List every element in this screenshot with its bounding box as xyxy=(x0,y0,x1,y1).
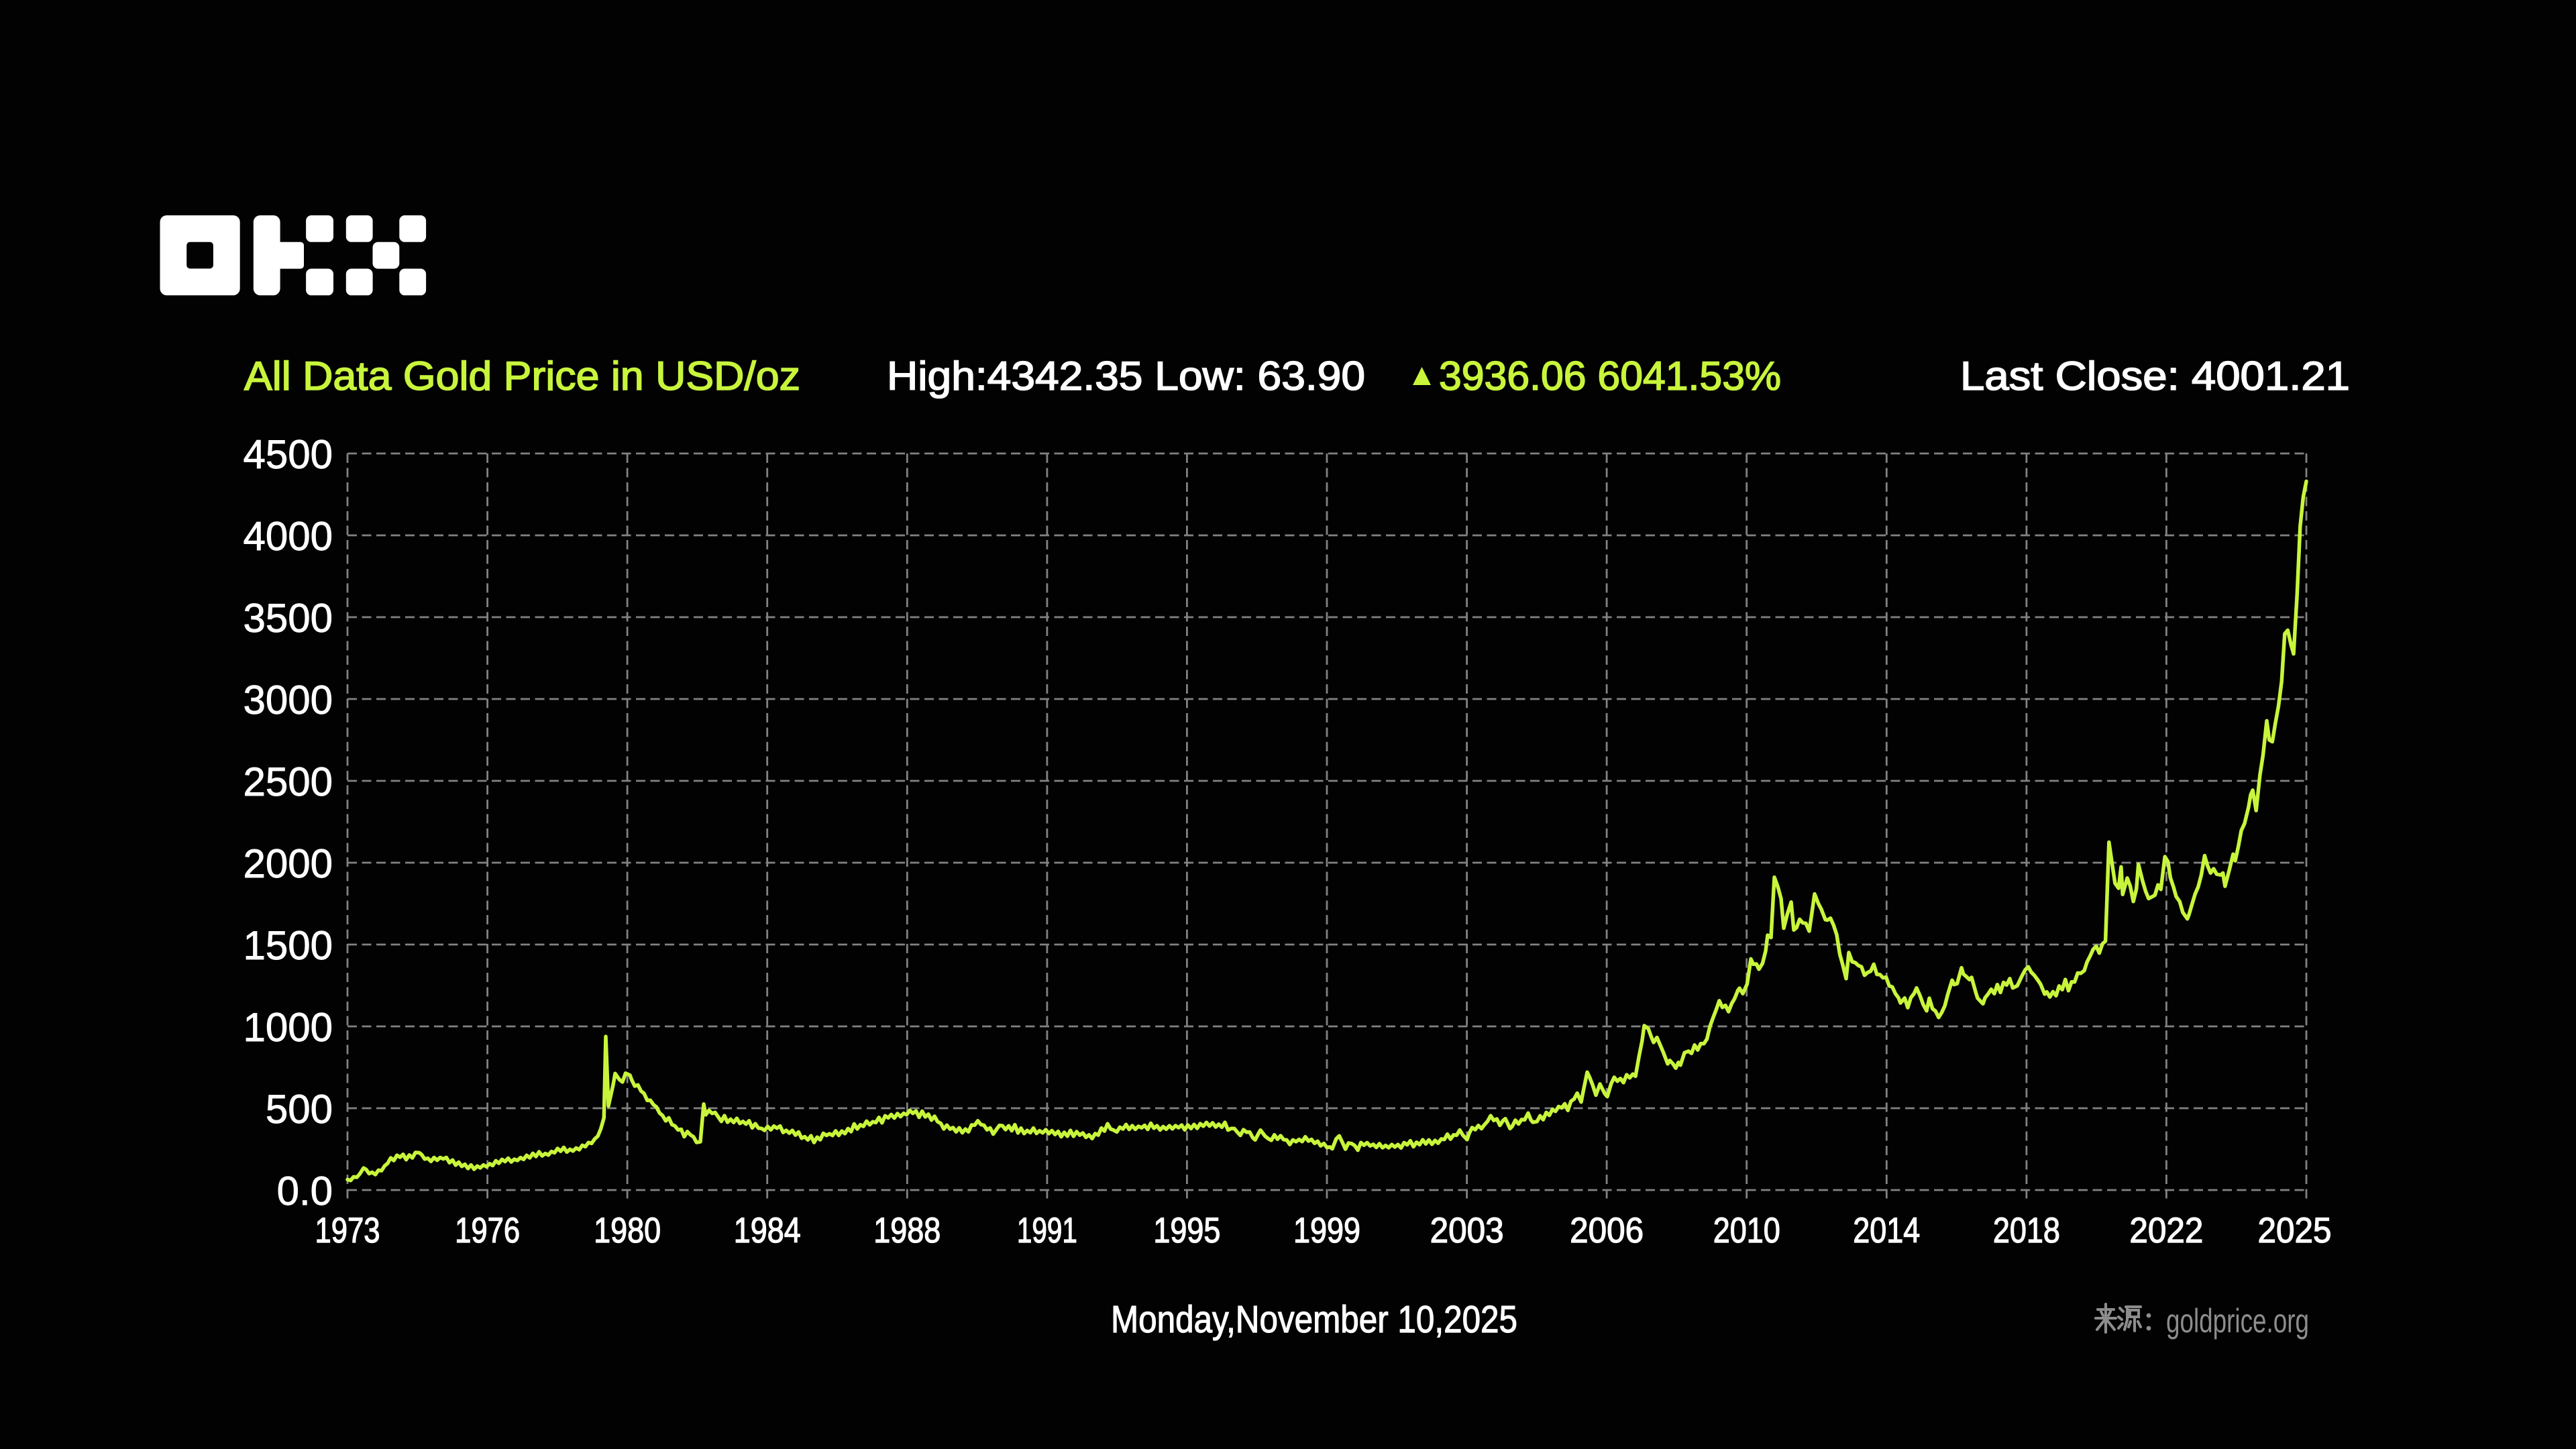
svg-text:3000: 3000 xyxy=(244,678,333,722)
svg-text:2006: 2006 xyxy=(1570,1211,1644,1250)
svg-text:2500: 2500 xyxy=(244,759,333,804)
svg-text:High:4342.35 Low: 63.90: High:4342.35 Low: 63.90 xyxy=(887,354,1365,398)
svg-text:1000: 1000 xyxy=(244,1005,333,1050)
svg-text:2003: 2003 xyxy=(1430,1211,1504,1250)
svg-text:2014: 2014 xyxy=(1853,1211,1920,1250)
svg-text:2010: 2010 xyxy=(1713,1211,1780,1250)
svg-text:2018: 2018 xyxy=(1993,1211,2060,1250)
svg-text:1984: 1984 xyxy=(734,1211,801,1250)
svg-text:1999: 1999 xyxy=(1293,1211,1360,1250)
svg-text:0.0: 0.0 xyxy=(277,1169,333,1214)
svg-text:4500: 4500 xyxy=(244,432,333,477)
svg-text:Monday,November 10,2025: Monday,November 10,2025 xyxy=(1111,1298,1517,1341)
svg-text:1988: 1988 xyxy=(873,1211,941,1250)
svg-text:1973: 1973 xyxy=(315,1211,380,1250)
svg-text:4000: 4000 xyxy=(244,514,333,559)
svg-text:1995: 1995 xyxy=(1153,1211,1220,1250)
svg-text:Last Close: 4001.21: Last Close: 4001.21 xyxy=(1960,354,2350,398)
svg-text:2000: 2000 xyxy=(244,841,333,886)
svg-text:3500: 3500 xyxy=(244,596,333,641)
svg-text:500: 500 xyxy=(266,1087,333,1132)
svg-text:3936.06 6041.53%: 3936.06 6041.53% xyxy=(1439,354,1781,398)
svg-text:goldprice.org: goldprice.org xyxy=(2166,1302,2309,1340)
svg-text:All Data Gold Price in USD/oz: All Data Gold Price in USD/oz xyxy=(244,354,800,398)
svg-text:1976: 1976 xyxy=(455,1211,520,1250)
svg-text:1980: 1980 xyxy=(594,1211,661,1250)
svg-text:1991: 1991 xyxy=(1017,1211,1077,1250)
svg-text:2022: 2022 xyxy=(2129,1211,2203,1250)
svg-text:1500: 1500 xyxy=(244,923,333,968)
svg-text:2025: 2025 xyxy=(2258,1211,2332,1250)
